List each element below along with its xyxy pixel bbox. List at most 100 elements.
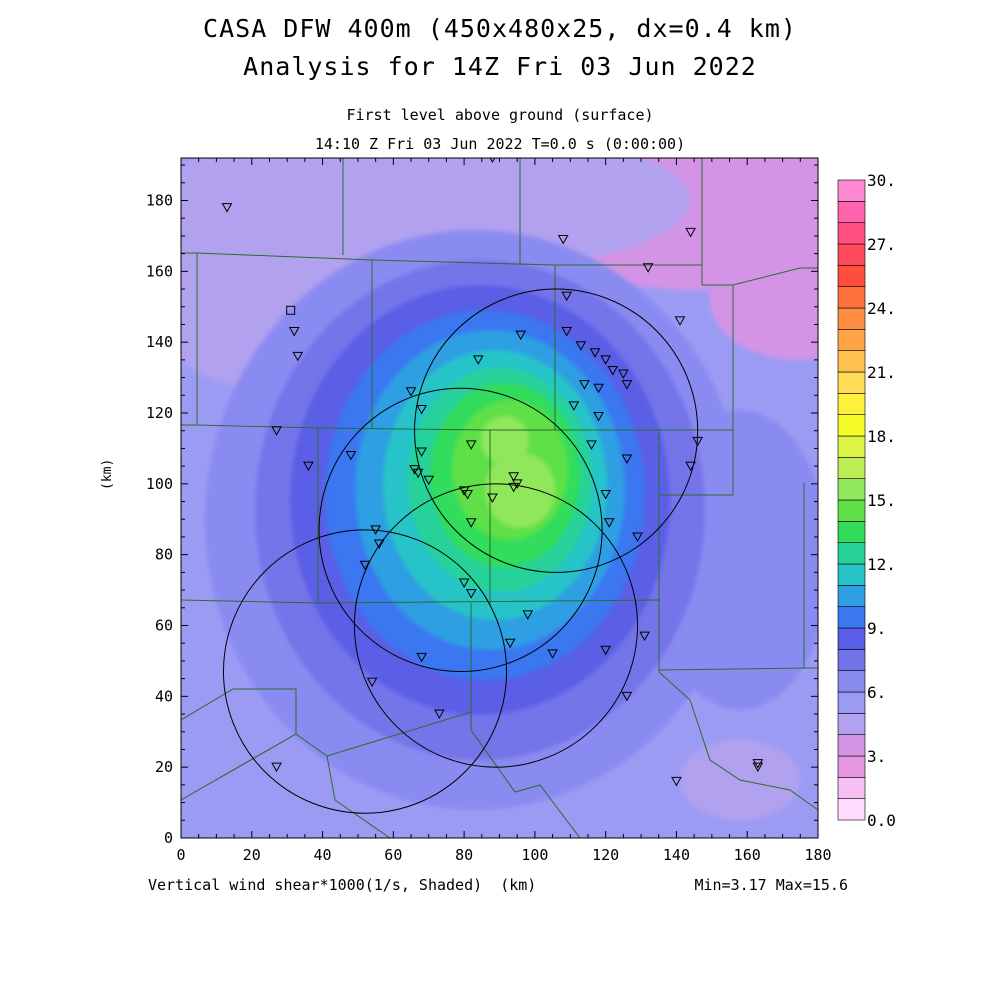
- colorbar-segment: [837, 649, 866, 671]
- station-marker: [621, 454, 633, 465]
- station-marker: [671, 776, 682, 787]
- station-marker: [412, 468, 424, 479]
- county-boundary: [658, 671, 818, 811]
- min-max-readout: Min=3.17 Max=15.6: [694, 876, 848, 894]
- station-marker: [370, 525, 381, 535]
- colorbar-segment: [837, 286, 866, 309]
- station-marker: [752, 762, 764, 773]
- colorbar-segment: [837, 499, 866, 522]
- colorbar-segment: [837, 307, 866, 330]
- station-marker: [345, 451, 357, 461]
- colorbar-segment: [837, 457, 866, 479]
- y-axis-ticks: 0 20 40 60 80 100 120 140 160 180: [146, 164, 818, 847]
- y-tick-label: 120: [146, 404, 173, 422]
- x-axis-ticks: 0 20 40 60 80 100 120 140 160 180: [176, 158, 832, 864]
- colorbar-label: 3.: [867, 747, 886, 766]
- field-core: [485, 452, 555, 528]
- y-tick-label: 60: [155, 617, 173, 635]
- station-marker: [462, 489, 474, 500]
- station-marker: [557, 234, 569, 245]
- station-marker: [752, 759, 764, 769]
- county-boundary: [196, 424, 733, 431]
- station-marker: [685, 227, 696, 238]
- x-tick-label: 80: [455, 846, 473, 864]
- colorbar-segment: [837, 755, 866, 778]
- field-name: Vertical wind shear*1000(1/s, Shaded): [148, 876, 483, 894]
- county-boundary: [659, 430, 734, 496]
- radar-range-ring: [318, 387, 603, 673]
- station-marker: [692, 436, 704, 447]
- station-marker: [600, 355, 612, 365]
- y-tick-label: 140: [146, 333, 173, 351]
- colorbar-segment: [837, 713, 866, 735]
- x-axis-unit: (km): [500, 876, 537, 894]
- county-boundary: [326, 755, 391, 838]
- field-core: [481, 416, 529, 464]
- radar-range-ring: [353, 483, 639, 768]
- station-marker: [586, 440, 597, 450]
- station-marker: [271, 762, 282, 773]
- y-tick-label: 160: [146, 262, 173, 280]
- station-marker: [433, 709, 445, 720]
- colorbar-label: 27.: [867, 235, 896, 254]
- station-marker: [303, 461, 314, 472]
- colorbar-segment: [837, 435, 866, 458]
- x-tick-label: 20: [243, 846, 261, 864]
- station-marker: [603, 518, 615, 528]
- y-tick-label: 40: [155, 687, 173, 705]
- colorbar-segment: [837, 563, 866, 586]
- station-marker: [515, 330, 527, 341]
- x-tick-label: 0: [176, 846, 185, 864]
- station-marker: [593, 412, 604, 422]
- station-marker: [271, 426, 282, 436]
- colorbar-segment: [837, 670, 866, 693]
- station-marker: [593, 383, 604, 394]
- colorbar-segment: [837, 201, 866, 223]
- colorbar-segment: [837, 414, 866, 437]
- colorbar-segment: [837, 243, 866, 266]
- colorbar-segment: [837, 777, 866, 799]
- colorbar-segment: [837, 627, 866, 650]
- station-marker: [472, 355, 484, 365]
- valid-time-subtitle: 14:10 Z Fri 03 Jun 2022 T=0.0 s (0:00:00…: [314, 135, 686, 153]
- station-marker: [487, 493, 498, 504]
- analysis-time-title: Analysis for 14Z Fri 03 Jun 2022: [243, 52, 757, 81]
- colorbar-label: 9.: [867, 619, 886, 638]
- station-marker: [607, 366, 619, 376]
- station-marker: [373, 539, 385, 550]
- y-tick-label: 20: [155, 758, 173, 776]
- colorbar-segment: [837, 222, 866, 245]
- county-boundary: [181, 733, 297, 801]
- station-marker: [221, 203, 233, 213]
- station-marker: [416, 447, 427, 457]
- county-boundary: [181, 688, 581, 838]
- station-marker: [508, 482, 520, 493]
- county-boundary: [658, 667, 818, 671]
- station-marker: [416, 404, 427, 415]
- station-marker: [522, 610, 534, 620]
- station-marker: [416, 652, 427, 663]
- colorbar-segment: [837, 585, 866, 607]
- y-tick-label: 180: [146, 192, 173, 210]
- station-marker: [642, 263, 654, 273]
- figure-title: CASA DFW 400m (450x480x25, dx=0.4 km): [203, 14, 797, 43]
- station-marker: [359, 560, 371, 571]
- station-marker: [561, 291, 573, 302]
- x-tick-label: 100: [521, 846, 548, 864]
- station-marker: [405, 387, 417, 397]
- colorbar-label: 0.0: [867, 811, 896, 830]
- station-marker: [589, 348, 601, 358]
- x-tick-label: 140: [663, 846, 690, 864]
- station-marker: [600, 645, 612, 656]
- county-boundary: [181, 599, 660, 604]
- y-tick-label: 0: [164, 829, 173, 847]
- colorbar-segment: [837, 521, 866, 543]
- x-tick-label: 160: [734, 846, 761, 864]
- colorbar-segment: [837, 734, 866, 757]
- station-marker: [423, 475, 435, 486]
- x-tick-label: 40: [314, 846, 332, 864]
- station-marker: [465, 440, 477, 450]
- wind-shear-shaded-field: [181, 158, 818, 838]
- station-marker: [504, 638, 516, 649]
